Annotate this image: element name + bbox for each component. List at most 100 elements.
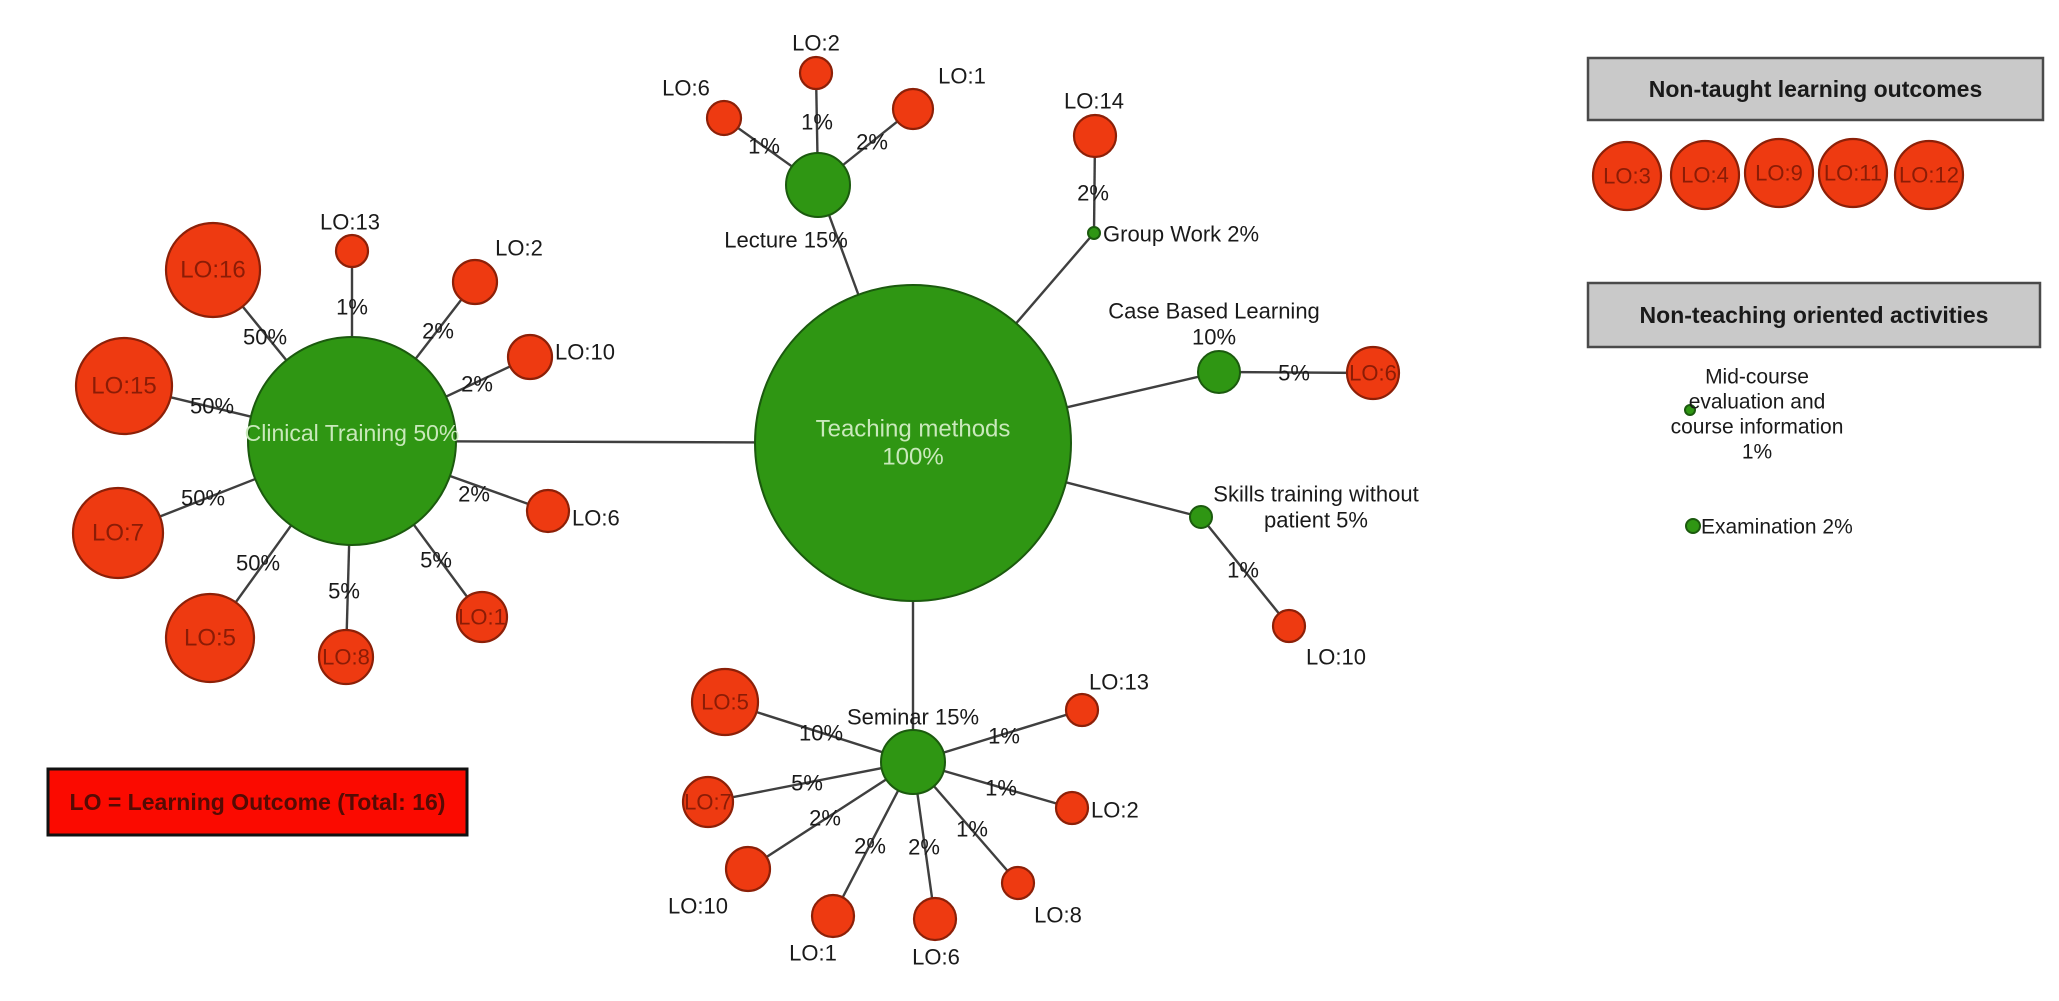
node-clinical-lo16 <box>164 221 262 319</box>
edge-label-seminar--seminar-lo8: 1% <box>956 817 988 842</box>
label-lecture: Lecture 15% <box>724 228 848 253</box>
edge-label-group-work--group-work-lo14: 2% <box>1077 181 1109 206</box>
label-clinical-lo6: LO:6 <box>572 506 620 531</box>
label-seminar-lo2: LO:2 <box>1091 798 1139 823</box>
label-skills-training-line1: Skills training without <box>1213 482 1418 507</box>
label-teaching-methods-line2: 100% <box>882 444 943 471</box>
edge-label-skills-training--skills-lo10: 1% <box>1227 558 1259 583</box>
edge-label-seminar--seminar-lo5: 10% <box>799 721 843 746</box>
label-clinical-lo13: LO:13 <box>320 210 380 235</box>
edge-label-lecture--lecture-lo6: 1% <box>748 134 780 159</box>
node-group-work <box>1087 226 1101 240</box>
node-seminar-lo13 <box>1064 692 1100 728</box>
non-taught-header-label: Non-taught learning outcomes <box>1649 76 1983 102</box>
non-teaching-header-label: Non-teaching oriented activities <box>1640 302 1989 328</box>
label-clinical-lo7: LO:7 <box>92 520 144 547</box>
label-lecture-lo2: LO:2 <box>792 31 840 56</box>
boxes-layer: Non-taught learning outcomes Non-teaching… <box>46 56 2045 837</box>
non-teaching-header-box <box>1586 281 2042 349</box>
lo-legend-box <box>46 767 469 837</box>
edge-label-seminar--seminar-lo1: 2% <box>854 834 886 859</box>
node-midcourse-dot <box>1684 404 1696 416</box>
label-nontaught-lo12: LO:12 <box>1899 163 1959 188</box>
label-nontaught-lo4: LO:4 <box>1681 163 1729 188</box>
node-seminar-lo6 <box>912 896 958 942</box>
node-group-work-lo14 <box>1072 113 1118 159</box>
node-clinical-lo8 <box>317 628 375 686</box>
node-clinical-lo10 <box>506 333 554 381</box>
label-clinical-lo16: LO:16 <box>180 257 245 284</box>
node-cbl-lo6 <box>1345 345 1401 401</box>
node-clinical-lo5 <box>164 592 256 684</box>
node-lecture-lo1 <box>891 87 935 131</box>
label-group-work-lo14: LO:14 <box>1064 89 1124 114</box>
label-clinical-lo5: LO:5 <box>184 625 236 652</box>
node-skills-training <box>1189 505 1213 529</box>
edge-label-seminar--seminar-lo7: 5% <box>791 771 823 796</box>
label-clinical-training: Clinical Training 50% <box>245 420 460 446</box>
edge-label-clinical-training--clinical-lo13: 1% <box>336 295 368 320</box>
node-nontaught-lo4 <box>1669 139 1741 211</box>
label-examination-dot: Examination 2% <box>1701 516 1853 539</box>
node-seminar <box>880 729 946 795</box>
node-teaching-methods <box>754 284 1072 602</box>
edge-label-seminar--seminar-lo2: 1% <box>985 776 1017 801</box>
label-seminar-lo10: LO:10 <box>668 894 728 919</box>
node-clinical-lo13 <box>334 233 370 269</box>
non-taught-header-box <box>1586 56 2045 122</box>
label-clinical-lo1: LO:1 <box>458 605 506 630</box>
edge-label-clinical-training--clinical-lo6: 2% <box>458 482 490 507</box>
label-clinical-lo10: LO:10 <box>555 340 615 365</box>
node-case-based-learning <box>1197 350 1241 394</box>
edge-label-seminar--seminar-lo6: 2% <box>908 835 940 860</box>
edge-seminar--seminar-lo7 <box>707 760 914 804</box>
label-midcourse-dot-line2: evaluation and <box>1689 391 1826 414</box>
label-seminar-lo8: LO:8 <box>1034 903 1082 928</box>
node-nontaught-lo9 <box>1743 137 1815 209</box>
label-seminar-lo13: LO:13 <box>1089 670 1149 695</box>
edge-labels-layer: 50% 1% 2% 2% 50% 50% 50% 5% 5% 2% 1% 1% 2% 2% 5% 1% 10% 5… <box>181 110 1310 860</box>
edge-label-clinical-training--clinical-lo5: 50% <box>236 551 280 576</box>
label-group-work: Group Work 2% <box>1103 222 1259 247</box>
edge-label-clinical-training--clinical-lo15: 50% <box>190 394 234 419</box>
edge-label-seminar--seminar-lo10: 2% <box>809 806 841 831</box>
label-skills-lo10: LO:10 <box>1306 645 1366 670</box>
node-seminar-lo2 <box>1054 790 1090 826</box>
label-case-based-learning-line1: Case Based Learning <box>1108 299 1320 324</box>
edge-label-case-based-learning--cbl-lo6: 5% <box>1278 361 1310 386</box>
node-examination-dot <box>1685 518 1701 534</box>
label-midcourse-dot-line1: Mid-course <box>1705 366 1809 389</box>
node-seminar-lo8 <box>1000 865 1036 901</box>
node-clinical-training <box>247 336 457 546</box>
label-nontaught-lo9: LO:9 <box>1755 161 1803 186</box>
node-seminar-lo1 <box>810 893 856 939</box>
edge-label-seminar--seminar-lo13: 1% <box>988 724 1020 749</box>
edge-skills-training--skills-lo10 <box>1200 516 1290 627</box>
label-seminar: Seminar 15% <box>847 705 979 730</box>
node-seminar-lo10 <box>724 845 772 893</box>
label-skills-training-line2: patient 5% <box>1264 508 1368 533</box>
node-clinical-lo6 <box>525 488 571 534</box>
edge-label-clinical-training--clinical-lo10: 2% <box>461 372 493 397</box>
label-midcourse-dot-line4: 1% <box>1742 441 1772 464</box>
edge-label-clinical-training--clinical-lo16: 50% <box>243 325 287 350</box>
node-clinical-lo1 <box>455 590 509 644</box>
node-lecture-lo6 <box>705 99 743 137</box>
label-nontaught-lo11: LO:11 <box>1824 161 1882 186</box>
label-lecture-lo1: LO:1 <box>938 64 986 89</box>
label-seminar-lo5: LO:5 <box>701 690 749 715</box>
node-seminar-lo5 <box>690 667 760 737</box>
node-clinical-lo15 <box>74 336 174 436</box>
label-seminar-lo6: LO:6 <box>912 945 960 970</box>
label-clinical-lo8: LO:8 <box>322 645 370 670</box>
nodes-layer <box>71 55 1965 942</box>
label-case-based-learning-line2: 10% <box>1192 325 1236 350</box>
node-lecture <box>785 152 851 218</box>
node-clinical-lo2 <box>451 258 499 306</box>
label-nontaught-lo3: LO:3 <box>1603 164 1651 189</box>
edge-label-lecture--lecture-lo1: 2% <box>856 130 888 155</box>
lo-legend-label: LO = Learning Outcome (Total: 16) <box>70 789 446 815</box>
edge-label-clinical-training--clinical-lo7: 50% <box>181 486 225 511</box>
